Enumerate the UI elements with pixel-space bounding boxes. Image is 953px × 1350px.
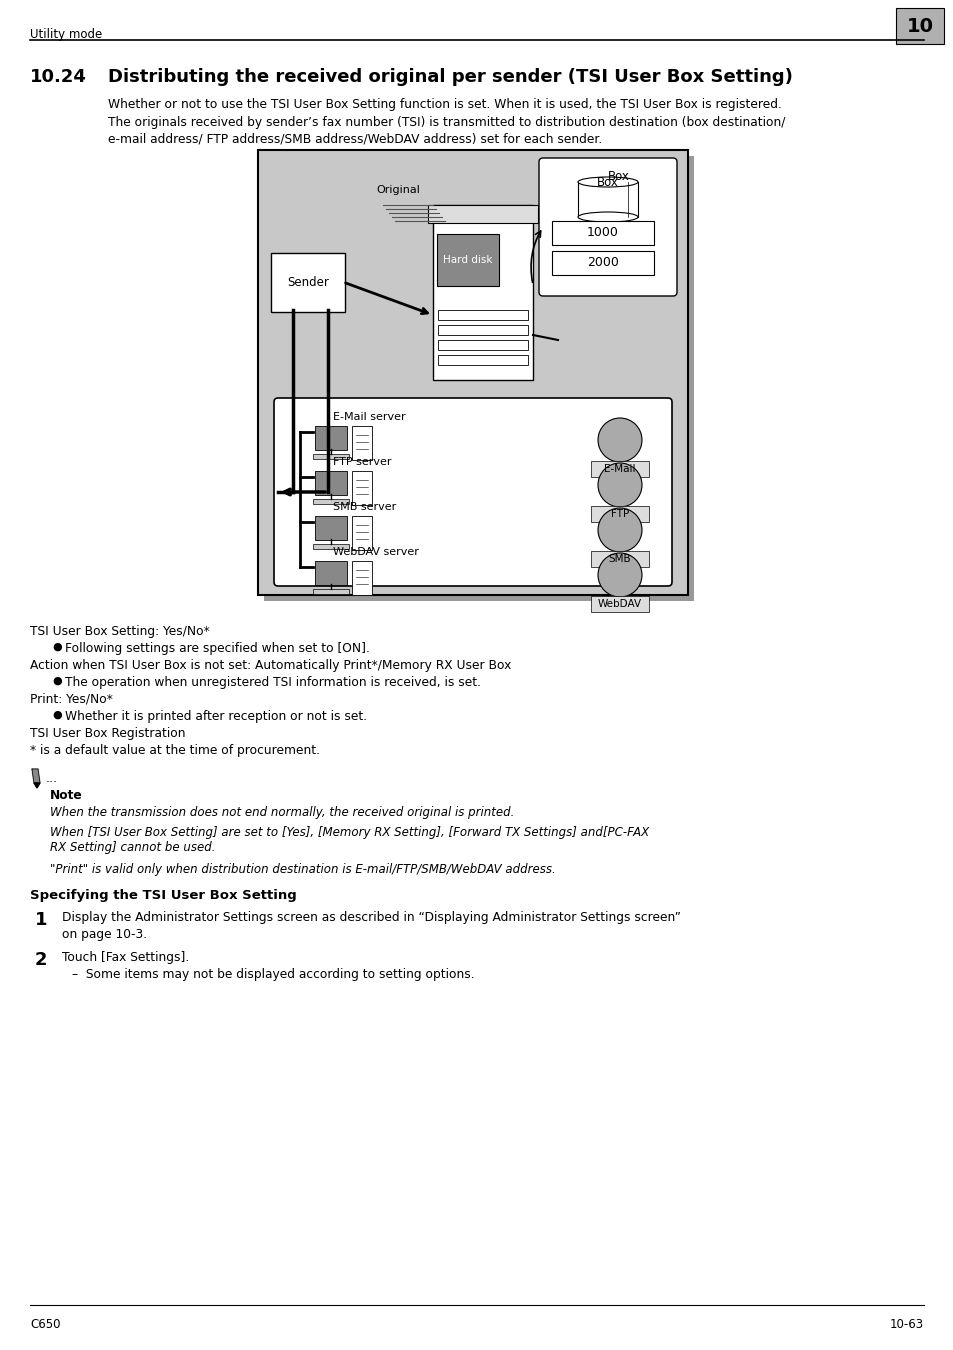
- Text: Touch [Fax Settings].: Touch [Fax Settings].: [62, 950, 189, 964]
- Text: When [TSI User Box Setting] are set to [Yes], [Memory RX Setting], [Forward TX S: When [TSI User Box Setting] are set to […: [50, 826, 648, 855]
- FancyBboxPatch shape: [314, 427, 347, 450]
- Text: ...: ...: [46, 772, 58, 784]
- Text: The originals received by sender’s fax number (TSI) is transmitted to distributi: The originals received by sender’s fax n…: [108, 116, 784, 130]
- Polygon shape: [34, 783, 40, 788]
- Circle shape: [598, 418, 641, 462]
- FancyBboxPatch shape: [271, 252, 345, 312]
- Text: FTP server: FTP server: [333, 458, 391, 467]
- FancyBboxPatch shape: [590, 595, 648, 612]
- Text: Following settings are specified when set to [ON].: Following settings are specified when se…: [65, 643, 370, 655]
- Text: 2000: 2000: [586, 256, 618, 270]
- Text: Box: Box: [607, 170, 629, 184]
- FancyBboxPatch shape: [352, 562, 372, 595]
- Text: When the transmission does not end normally, the received original is printed.: When the transmission does not end norma…: [50, 806, 514, 819]
- Text: TSI User Box Setting: Yes/No*: TSI User Box Setting: Yes/No*: [30, 625, 210, 639]
- FancyBboxPatch shape: [314, 471, 347, 495]
- Text: Display the Administrator Settings screen as described in “Displaying Administra: Display the Administrator Settings scree…: [62, 911, 680, 923]
- Text: "Print" is valid only when distribution destination is E-mail/FTP/SMB/WebDAV add: "Print" is valid only when distribution …: [50, 863, 556, 876]
- Ellipse shape: [578, 177, 638, 188]
- FancyBboxPatch shape: [895, 8, 943, 45]
- Text: WebDAV: WebDAV: [598, 599, 641, 609]
- Text: 1: 1: [35, 911, 48, 929]
- Circle shape: [598, 508, 641, 552]
- FancyBboxPatch shape: [552, 221, 654, 244]
- Text: Specifying the TSI User Box Setting: Specifying the TSI User Box Setting: [30, 890, 296, 902]
- Text: Action when TSI User Box is not set: Automatically Print*/Memory RX User Box: Action when TSI User Box is not set: Aut…: [30, 659, 511, 672]
- FancyBboxPatch shape: [552, 251, 654, 275]
- Text: Original: Original: [375, 185, 419, 194]
- Text: E-Mail server: E-Mail server: [333, 412, 405, 423]
- FancyBboxPatch shape: [428, 205, 537, 223]
- FancyBboxPatch shape: [578, 182, 638, 217]
- Text: 10: 10: [905, 16, 933, 35]
- FancyBboxPatch shape: [590, 506, 648, 522]
- FancyBboxPatch shape: [433, 205, 533, 379]
- FancyBboxPatch shape: [314, 516, 347, 540]
- Circle shape: [598, 554, 641, 597]
- Text: 1000: 1000: [586, 227, 618, 239]
- FancyBboxPatch shape: [352, 516, 372, 549]
- FancyBboxPatch shape: [313, 500, 349, 504]
- FancyBboxPatch shape: [538, 158, 677, 296]
- Text: E-Mail: E-Mail: [603, 464, 635, 474]
- FancyBboxPatch shape: [274, 398, 671, 586]
- Text: Note: Note: [50, 788, 83, 802]
- Text: SMB: SMB: [608, 554, 631, 564]
- Text: 2: 2: [35, 950, 48, 969]
- FancyBboxPatch shape: [437, 325, 527, 335]
- Text: ●: ●: [52, 676, 62, 686]
- Text: Print: Yes/No*: Print: Yes/No*: [30, 693, 112, 706]
- Text: 10.24: 10.24: [30, 68, 87, 86]
- FancyBboxPatch shape: [590, 551, 648, 567]
- FancyBboxPatch shape: [313, 589, 349, 594]
- Text: * is a default value at the time of procurement.: * is a default value at the time of proc…: [30, 744, 319, 757]
- FancyBboxPatch shape: [352, 427, 372, 460]
- Polygon shape: [32, 769, 40, 783]
- FancyBboxPatch shape: [436, 234, 498, 286]
- Text: Box: Box: [597, 176, 618, 189]
- FancyBboxPatch shape: [437, 310, 527, 320]
- FancyBboxPatch shape: [352, 471, 372, 505]
- Text: Whether or not to use the TSI User Box Setting function is set. When it is used,: Whether or not to use the TSI User Box S…: [108, 99, 781, 111]
- Text: FTP: FTP: [610, 509, 628, 518]
- FancyBboxPatch shape: [314, 562, 347, 585]
- Text: ●: ●: [52, 710, 62, 720]
- Circle shape: [598, 463, 641, 508]
- Text: e-mail address/ FTP address/SMB address/WebDAV address) set for each sender.: e-mail address/ FTP address/SMB address/…: [108, 134, 601, 146]
- FancyBboxPatch shape: [590, 460, 648, 477]
- FancyBboxPatch shape: [257, 150, 687, 595]
- Text: –  Some items may not be displayed according to setting options.: – Some items may not be displayed accord…: [71, 968, 475, 981]
- Text: Sender: Sender: [287, 275, 329, 289]
- Text: Hard disk: Hard disk: [443, 255, 493, 265]
- FancyBboxPatch shape: [437, 340, 527, 350]
- Ellipse shape: [578, 212, 638, 221]
- Text: SMB server: SMB server: [333, 502, 395, 512]
- Text: Distributing the received original per sender (TSI User Box Setting): Distributing the received original per s…: [108, 68, 792, 86]
- FancyBboxPatch shape: [437, 355, 527, 364]
- Text: WebDAV server: WebDAV server: [333, 547, 418, 558]
- Text: The operation when unregistered TSI information is received, is set.: The operation when unregistered TSI info…: [65, 676, 480, 688]
- Text: ●: ●: [52, 643, 62, 652]
- FancyBboxPatch shape: [264, 157, 693, 601]
- Text: 10-63: 10-63: [889, 1318, 923, 1331]
- Text: Whether it is printed after reception or not is set.: Whether it is printed after reception or…: [65, 710, 367, 724]
- Text: on page 10-3.: on page 10-3.: [62, 927, 147, 941]
- FancyBboxPatch shape: [313, 544, 349, 549]
- Text: TSI User Box Registration: TSI User Box Registration: [30, 728, 185, 740]
- Text: C650: C650: [30, 1318, 60, 1331]
- Text: Utility mode: Utility mode: [30, 28, 102, 40]
- FancyBboxPatch shape: [313, 454, 349, 459]
